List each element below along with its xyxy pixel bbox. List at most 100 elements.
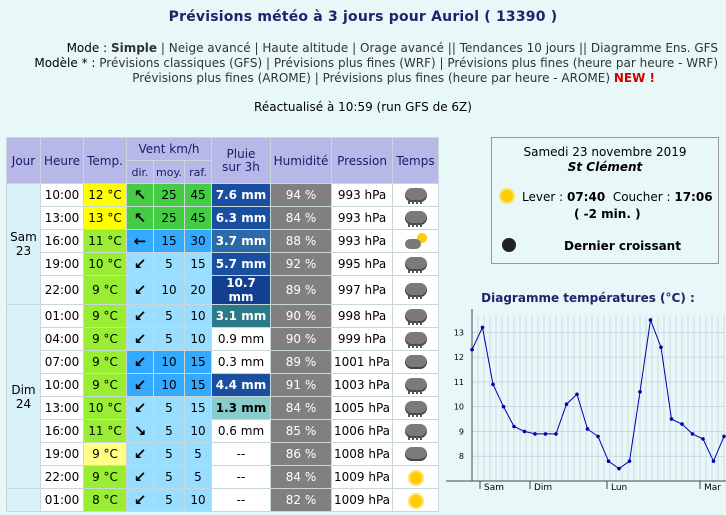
humidity-cell: 86 % <box>270 442 332 466</box>
mode-simple-link[interactable]: Simple <box>110 41 158 55</box>
data-point <box>522 429 527 434</box>
table-row: 04:00 9 °C ↙ 5 10 0.9 mm 90 % 999 hPa <box>7 327 439 351</box>
wind-dir-cell: ← <box>126 229 154 253</box>
weather-cell <box>392 419 439 443</box>
cloud-icon <box>404 447 427 462</box>
wind-dir-cell: ↙ <box>126 442 154 466</box>
modele-menu-line1: Modèle * : Prévisions classiques (GFS) |… <box>34 55 718 71</box>
wind-avg-cell: 10 <box>153 275 185 305</box>
wind-gust-cell: 15 <box>184 396 212 420</box>
mode-tendances-link[interactable]: Tendances 10 jours <box>459 41 576 55</box>
humidity-cell: 90 % <box>270 327 332 351</box>
pressure-cell: 993 hPa <box>331 183 393 207</box>
wind-avg-cell: 5 <box>153 252 185 276</box>
data-point <box>554 432 558 436</box>
mode-neige-link[interactable]: Neige avancé <box>168 41 251 55</box>
data-point <box>491 382 495 387</box>
temp-cell: 9 °C <box>83 442 127 466</box>
hour-cell: 16:00 <box>40 229 84 253</box>
rain-cloud-icon <box>404 188 427 205</box>
wind-avg-cell: 5 <box>153 327 185 351</box>
wind-dir-cell: ↙ <box>126 304 154 328</box>
day-cell <box>6 488 41 512</box>
wind-avg-cell: 10 <box>153 373 185 397</box>
menu-separator: || <box>578 41 588 55</box>
hour-cell: 19:00 <box>40 252 84 276</box>
pressure-cell: 993 hPa <box>331 229 393 253</box>
modele-arome-hourly-link[interactable]: Prévisions plus fines (heure par heure -… <box>322 71 611 85</box>
coucher-time: 17:06 <box>674 190 713 204</box>
rain-cell: 0.6 mm <box>211 419 271 443</box>
rain-cell: 7.6 mm <box>211 183 271 207</box>
mode-menu: Mode : Simple | Neige avancé | Haute alt… <box>67 40 718 56</box>
data-point <box>669 417 674 421</box>
lever-label: Lever : <box>522 190 564 204</box>
wind-dir-cell: ↖ <box>126 206 154 230</box>
col-temp: Temp. <box>83 137 127 184</box>
modele-gfs-link[interactable]: Prévisions classiques (GFS) <box>99 56 263 70</box>
humidity-cell: 84 % <box>270 206 332 230</box>
table-row: 19:00 9 °C ↙ 5 5 -- 86 % 1008 hPa <box>7 442 439 466</box>
sun-icon <box>409 471 422 484</box>
modele-arome-link[interactable]: Prévisions plus fines (AROME) <box>132 71 311 85</box>
pressure-cell: 1009 hPa <box>331 488 393 512</box>
col-raf: raf. <box>184 160 212 184</box>
panel-date: Samedi 23 novembre 2019 <box>523 145 687 159</box>
weather-cell <box>392 465 439 489</box>
wind-dir-cell: ↙ <box>126 252 154 276</box>
x-tick-label: Dim <box>534 483 552 493</box>
wind-avg-cell: 5 <box>153 304 185 328</box>
temp-cell: 12 °C <box>83 183 127 207</box>
rain-cell: 3.7 mm <box>211 229 271 253</box>
humidity-cell: 85 % <box>270 419 332 443</box>
pressure-cell: 993 hPa <box>331 206 393 230</box>
wind-avg-cell: 5 <box>153 465 185 489</box>
mode-diagramme-link[interactable]: Diagramme Ens. GFS <box>590 41 718 55</box>
hour-cell: 10:00 <box>40 183 84 207</box>
rain-cell: -- <box>211 442 271 466</box>
rain-cloud-icon <box>404 378 427 395</box>
day-number: 24 <box>15 396 32 411</box>
weather-cell <box>392 350 439 374</box>
wind-avg-cell: 5 <box>153 396 185 420</box>
wind-gust-cell: 45 <box>184 206 212 230</box>
modele-wrf-hourly-link[interactable]: Prévisions plus fines (heure par heure -… <box>447 56 718 70</box>
wind-dir-cell: ↘ <box>126 419 154 443</box>
wind-gust-cell: 5 <box>184 465 212 489</box>
sun-moon-panel: Samedi 23 novembre 2019 St Clément Lever… <box>491 137 719 264</box>
mode-altitude-link[interactable]: Haute altitude <box>262 41 349 55</box>
hour-cell: 22:00 <box>40 465 84 489</box>
wind-avg-cell: 25 <box>153 183 185 207</box>
mode-orage-link[interactable]: Orage avancé <box>360 41 444 55</box>
x-tick-label: Lun <box>611 483 627 493</box>
weather-cell <box>392 206 439 230</box>
chart-title: Diagramme températures (°C) : <box>481 291 695 305</box>
data-point <box>501 404 506 409</box>
table-row: 10:00 9 °C ↙ 10 15 4.4 mm 91 % 1003 hPa <box>7 373 439 397</box>
sun-icon <box>501 190 513 202</box>
weather-cell <box>392 275 439 305</box>
data-point <box>470 347 474 352</box>
day-number: 23 <box>15 244 32 258</box>
temp-cell: 9 °C <box>83 304 127 328</box>
table-row: Sam 23 10:00 12 °C ↖ 25 45 7.6 mm 94 % 993 hPa <box>6 183 439 305</box>
new-badge: NEW ! <box>613 71 655 85</box>
hour-cell: 19:00 <box>40 442 84 466</box>
wind-gust-cell: 10 <box>184 488 212 512</box>
modele-wrf-link[interactable]: Prévisions plus fines (WRF) <box>273 56 436 70</box>
x-tick-label: Sam <box>484 483 504 493</box>
col-vent: Vent km/h <box>126 137 212 161</box>
pressure-cell: 998 hPa <box>331 304 393 328</box>
wind-dir-cell: ↖ <box>126 183 154 207</box>
data-point <box>512 424 516 429</box>
table-row: 16:00 11 °C ← 15 30 3.7 mm 88 % 993 hPa <box>7 229 439 253</box>
hour-cell: 13:00 <box>40 206 84 230</box>
col-heure: Heure <box>40 137 84 184</box>
x-tick-label: Mar <box>704 483 721 493</box>
temp-cell: 9 °C <box>83 275 127 305</box>
temperature-chart: 8 9 10 11 12 13 Sam Dim Lun Mar <box>446 309 726 493</box>
pressure-cell: 1001 hPa <box>331 350 393 374</box>
wind-gust-cell: 10 <box>184 327 212 351</box>
wind-dir-cell: ↙ <box>126 465 154 489</box>
data-point <box>564 402 569 406</box>
